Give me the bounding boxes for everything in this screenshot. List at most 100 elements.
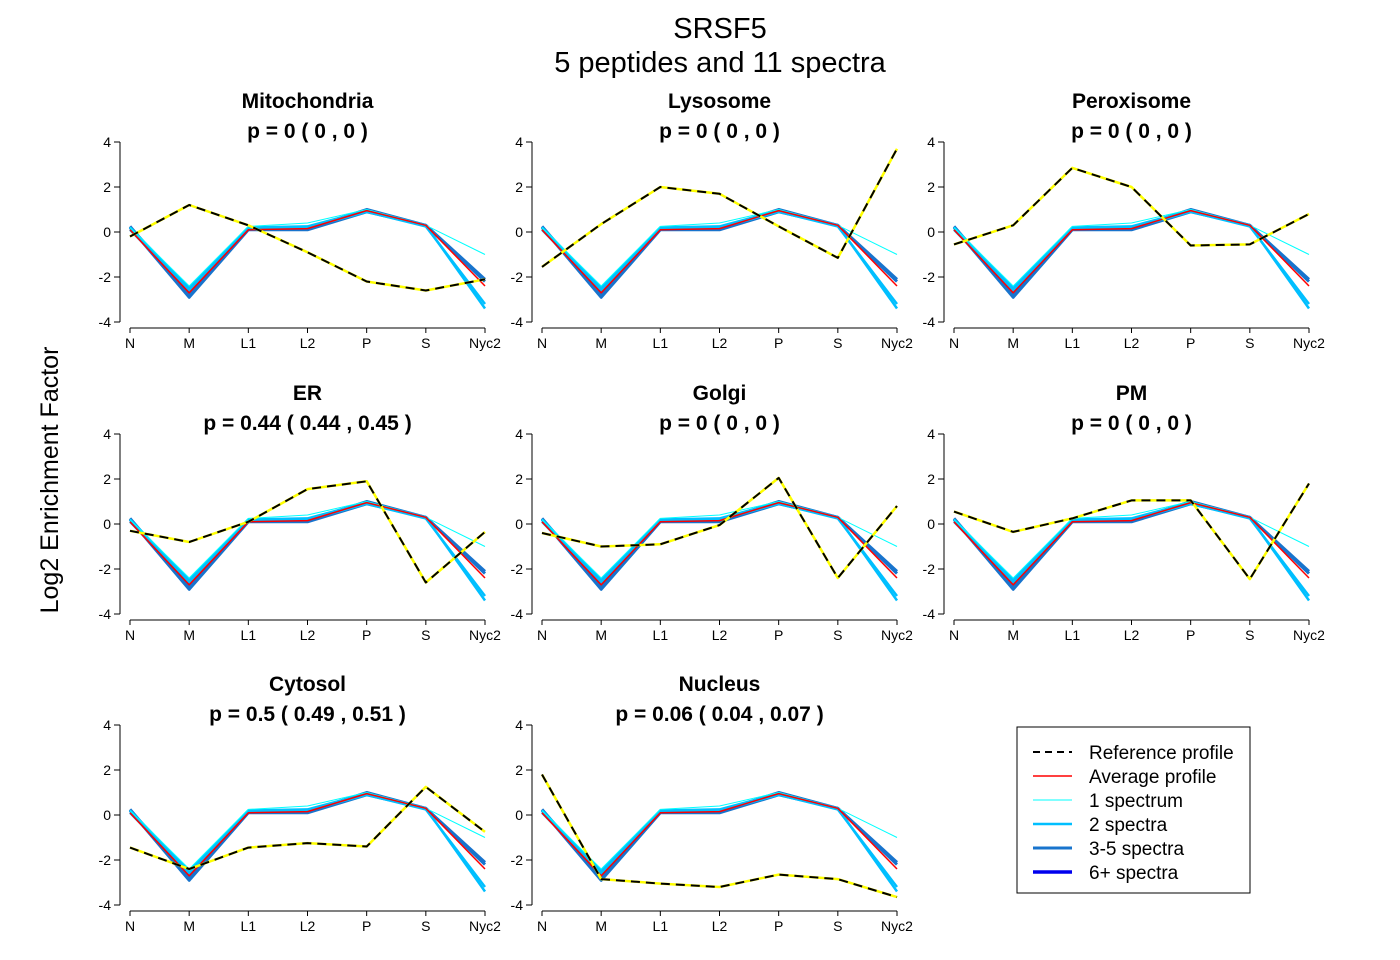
x-tick-label: L2 xyxy=(1124,335,1140,351)
series-line-peptide xyxy=(953,210,1310,305)
y-tick-label: -2 xyxy=(923,269,936,285)
series-line-peptide xyxy=(953,209,1311,310)
x-tick-label: L1 xyxy=(241,918,257,934)
x-tick-label: L2 xyxy=(300,335,316,351)
series-line-peptide xyxy=(541,501,899,602)
series-line-peptide xyxy=(541,209,899,310)
x-tick-label: S xyxy=(833,627,842,643)
y-tick-label: 2 xyxy=(927,179,935,195)
x-tick-label: S xyxy=(421,627,430,643)
series-line-reference xyxy=(129,480,486,584)
legend-box xyxy=(1016,726,1251,894)
panels-group: Mitochondria p = 0 ( 0 , 0 ) -4 -2 0 2 4 N M L1 L2… xyxy=(99,90,1326,934)
panel-title: Nucleus xyxy=(679,673,761,696)
series-line-peptide xyxy=(541,793,898,888)
y-tick-label: -4 xyxy=(511,897,524,913)
series-line-reference-under xyxy=(540,773,898,899)
x-tick-label: L2 xyxy=(712,918,728,934)
series-line-peptide xyxy=(129,792,486,870)
panel-title: Peroxisome xyxy=(1072,90,1191,113)
y-axis-label: Log2 Enrichment Factor xyxy=(36,347,64,614)
x-tick-label: N xyxy=(537,335,547,351)
panel-p-value: p = 0.44 ( 0.44 , 0.45 ) xyxy=(203,412,411,435)
y-tick-label: -4 xyxy=(511,606,524,622)
panel-title: Mitochondria xyxy=(242,90,374,113)
series-line-average xyxy=(129,209,486,294)
y-tick-label: 4 xyxy=(515,134,523,150)
panel-pm: PM p = 0 ( 0 , 0 ) -4 -2 0 2 4 N M L1 L2 P S Nyc2 xyxy=(923,382,1326,643)
panel-cytosol: Cytosol p = 0.5 ( 0.49 , 0.51 ) -4 -2 0 2 4 N M L… xyxy=(99,673,502,934)
series-line-reference-under xyxy=(129,785,486,871)
y-tick-label: 4 xyxy=(103,717,111,733)
series-line-peptide xyxy=(129,209,486,287)
series-line-average xyxy=(953,501,1310,586)
figure-subtitle: 5 peptides and 11 spectra xyxy=(554,47,886,79)
panel-p-value: p = 0 ( 0 , 0 ) xyxy=(1071,120,1192,143)
y-tick-label: 0 xyxy=(103,516,111,532)
panel-title: Cytosol xyxy=(269,673,346,696)
series-line-peptide xyxy=(129,209,487,310)
x-tick-label: N xyxy=(125,627,135,643)
y-tick-label: -4 xyxy=(99,897,112,913)
x-tick-label: N xyxy=(125,918,135,934)
series-line-reference-under xyxy=(953,482,1311,581)
series-line-peptide xyxy=(129,502,486,597)
series-line-average xyxy=(129,501,486,586)
x-tick-label: P xyxy=(362,627,371,643)
x-tick-label: N xyxy=(537,627,547,643)
x-tick-label: M xyxy=(183,627,195,643)
series-line-average xyxy=(541,501,898,586)
x-tick-label: P xyxy=(774,918,783,934)
y-tick-label: 0 xyxy=(515,807,523,823)
y-tick-label: 2 xyxy=(103,762,111,778)
series-line-average xyxy=(129,792,486,877)
panel-mitochondria: Mitochondria p = 0 ( 0 , 0 ) -4 -2 0 2 4 N M L1 L2… xyxy=(99,90,502,351)
x-tick-label: L2 xyxy=(712,335,728,351)
series-line-reference xyxy=(541,774,898,899)
x-tick-label: Nyc2 xyxy=(469,918,501,934)
x-tick-label: N xyxy=(537,918,547,934)
x-tick-label: S xyxy=(1245,335,1254,351)
y-tick-label: -2 xyxy=(99,269,112,285)
series-line-reference-under xyxy=(129,480,486,584)
legend: Reference profile Average profile 1 spectr… xyxy=(1016,726,1251,894)
x-tick-label: M xyxy=(1007,627,1019,643)
x-tick-label: S xyxy=(421,335,430,351)
panel-golgi: Golgi p = 0 ( 0 , 0 ) -4 -2 0 2 4 N M L1 L2 P S Nyc2 xyxy=(511,382,914,643)
series-line-reference xyxy=(541,476,898,579)
panel-title: ER xyxy=(293,382,322,405)
x-tick-label: S xyxy=(1245,627,1254,643)
x-tick-label: P xyxy=(774,627,783,643)
y-tick-label: 2 xyxy=(927,471,935,487)
x-tick-label: L2 xyxy=(300,918,316,934)
series-line-reference-under xyxy=(541,148,899,268)
series-line-reference-under xyxy=(129,203,486,292)
series-line-peptide xyxy=(541,792,898,870)
series-line-reference xyxy=(129,204,486,292)
y-tick-label: 2 xyxy=(515,179,523,195)
series-line-average xyxy=(541,792,898,877)
x-tick-label: S xyxy=(421,918,430,934)
series-line-reference xyxy=(541,148,898,268)
series-line-peptide xyxy=(129,501,487,602)
x-tick-label: L1 xyxy=(653,918,669,934)
series-line-peptide xyxy=(953,502,1310,597)
x-tick-label: Nyc2 xyxy=(469,335,501,351)
x-tick-label: N xyxy=(949,335,959,351)
panel-title: PM xyxy=(1116,382,1148,405)
x-tick-label: M xyxy=(595,335,607,351)
y-tick-label: -4 xyxy=(923,606,936,622)
legend-label: 6+ spectra xyxy=(1089,863,1179,884)
panel-p-value: p = 0 ( 0 , 0 ) xyxy=(1071,412,1192,435)
series-line-average xyxy=(953,209,1310,294)
y-tick-label: 2 xyxy=(515,471,523,487)
series-line-peptide xyxy=(953,209,1310,287)
x-tick-label: L1 xyxy=(653,335,669,351)
series-line-peptide xyxy=(129,793,486,888)
x-tick-label: L1 xyxy=(653,627,669,643)
y-tick-label: -4 xyxy=(923,314,936,330)
y-tick-label: -2 xyxy=(511,852,524,868)
x-tick-label: M xyxy=(595,918,607,934)
x-tick-label: S xyxy=(833,335,842,351)
